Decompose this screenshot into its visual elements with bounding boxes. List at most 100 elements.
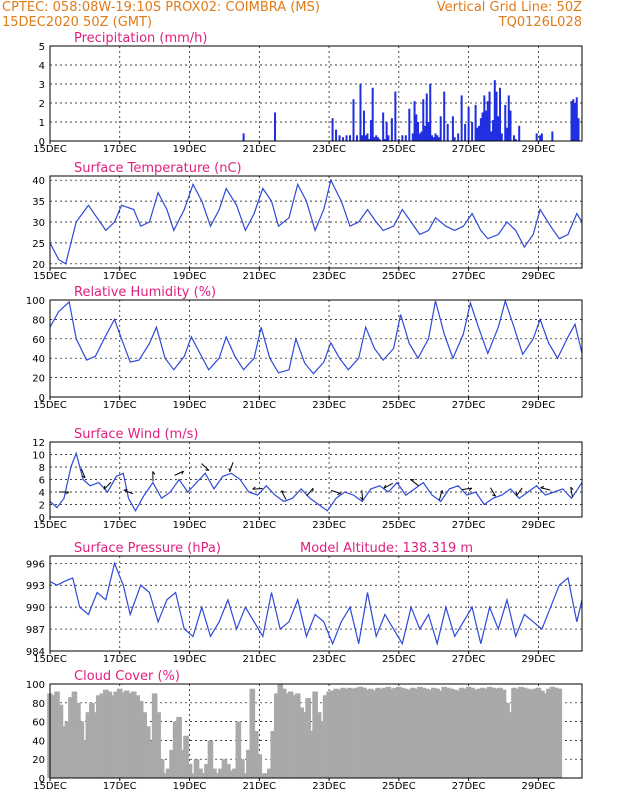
cloud-bar [277,684,284,778]
precip-bar [425,93,428,141]
cloud-bar [326,691,332,778]
precip-bar [424,125,427,141]
x-tick-label: 29DEC [522,144,556,155]
cloud-bar [228,770,235,778]
y-tick-label: 60 [32,335,45,346]
precip-bar [574,103,577,141]
x-tick-label: 17DEC [103,781,137,792]
cloud-bar [542,693,549,778]
precip-bar [539,135,542,141]
cloud-bar [455,690,461,778]
cloud-bar [92,712,99,778]
precip-bar [397,139,400,141]
cloud-bar [301,712,308,778]
cloud-bar [134,695,141,778]
y-tick-label: 993 [26,581,45,592]
cloud-bar [483,688,489,778]
precip-bar [342,137,345,141]
x-tick-label: 17DEC [103,144,137,155]
cloud-bar [333,688,339,778]
wind-arrow [80,468,86,479]
precip-bar [478,125,481,141]
cloud-bar [420,687,427,778]
cloud-bar [89,702,95,778]
cloud-bar [158,759,165,778]
cloud-bar [71,691,78,778]
plot-frame [49,441,583,518]
cloud-bar [50,695,57,778]
precip-bar [366,133,369,141]
y-tick-label: 10 [32,451,45,462]
cloud-bar [96,695,102,778]
precip-bar [359,84,362,141]
cloud-bar [364,689,371,778]
y-tick-label: 6 [39,476,45,487]
cloud-bar [176,716,182,778]
precip-bar [464,123,467,141]
temp-line [49,178,583,265]
panel-wind: 15DEC 17DEC 19DEC 21DEC 23DEC 25DEC 27DEC 29DEC… [32,427,583,531]
cloud-bar [120,692,127,778]
precip-bar [514,139,517,141]
cloud-bar [350,688,357,778]
cloud-bar [458,687,465,778]
cloud-bar [479,687,486,778]
x-tick-label: 21DEC [242,271,276,282]
cloud-bar [162,773,168,778]
wind-arrow [490,487,497,497]
x-tick-label: 17DEC [103,520,137,531]
cloud-bar [500,689,507,778]
wind-arrow [515,487,523,497]
cloud-bar [389,688,395,778]
x-tick-label: 19DEC [173,654,207,665]
y-tick-label: 12 [32,438,45,449]
precip-bar [331,118,334,141]
cloud-bar [448,688,454,778]
precip-bar [551,131,554,141]
x-tick-label: 29DEC [522,654,556,665]
precip-bar [476,127,479,141]
x-tick-label: 15DEC [33,144,67,155]
precip-bar [481,112,484,141]
cloud-bar [204,763,210,778]
x-tick-label: 17DEC [103,654,137,665]
precip-bar [418,133,421,141]
y-tick-label: 0 [39,774,45,785]
y-tick-label: 2 [39,501,45,512]
cloud-bar [294,693,301,778]
panel-title: Surface Temperature (nC) [74,161,242,176]
cloud-bar [179,749,186,778]
x-tick-label: 27DEC [452,781,486,792]
precip-bar [471,122,474,141]
precip-bar [453,137,456,141]
cloud-bar [113,691,120,778]
precip-bar [369,120,372,141]
cloud-bar [511,687,517,778]
precip-bar [499,87,502,141]
cloud-bar [406,689,413,778]
x-tick-label: 21DEC [242,400,276,411]
precip-bar [355,135,358,141]
precip-bar [422,99,425,141]
cloud-bar [546,688,552,778]
precip-bar [540,133,543,141]
precip-bar [460,95,463,141]
cloud-bar [444,687,451,778]
y-tick-label: 20 [32,260,45,271]
precip-bar [490,131,493,141]
cloud-bar [329,690,336,778]
precip-bar [432,137,435,141]
x-tick-label: 17DEC [103,400,137,411]
cloud-bar [232,768,238,778]
x-tick-label: 15DEC [33,781,67,792]
cloud-bar [263,773,270,778]
cloud-bar [221,759,228,778]
precip-bar [274,112,277,141]
precip-bar [493,80,496,141]
cloud-bar [451,689,458,778]
y-tick-label: 0 [39,137,45,148]
precip-bar [507,95,510,141]
precip-bar [577,118,580,141]
cloud-bar [535,687,542,778]
